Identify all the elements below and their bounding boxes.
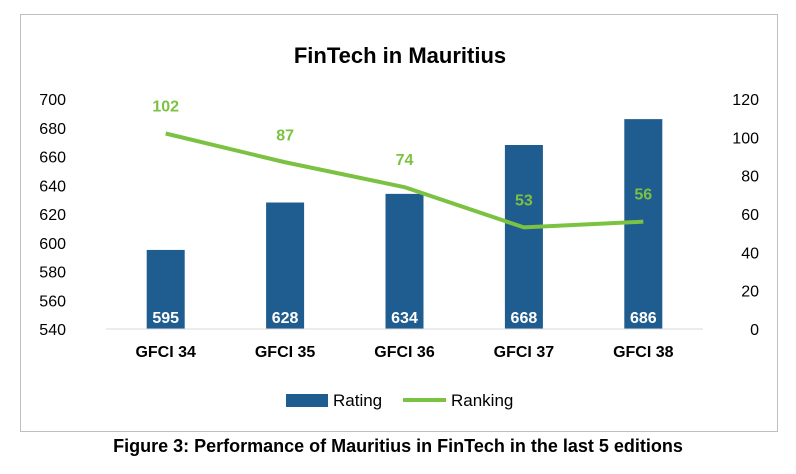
y-left-tick-label: 580: [39, 265, 66, 282]
plot-layer: 540 560 580 600 620 640 660 680 700 0 20 40 60 80 100 1…: [39, 92, 759, 361]
rating-data-label: 668: [511, 310, 538, 327]
ranking-line: [165, 131, 644, 230]
ranking-data-label: 87: [276, 127, 294, 144]
legend-rating-label: Rating: [333, 391, 382, 410]
rating-bar: [146, 249, 185, 329]
y-right-tick-label: 20: [741, 284, 759, 301]
x-category-label: GFCI 36: [374, 344, 435, 361]
x-category-label: GFCI 34: [135, 344, 196, 361]
rating-data-label: 634: [391, 310, 418, 327]
y-left-tick-label: 680: [39, 121, 66, 138]
y-left-tick-label: 560: [39, 293, 66, 310]
ranking-data-label: 53: [515, 192, 533, 209]
y-right-tick-label: 0: [750, 322, 759, 339]
chart-title: FinTech in Mauritius: [294, 43, 506, 68]
rating-data-label: 628: [272, 310, 299, 327]
rating-data-label: 595: [152, 310, 179, 327]
rating-bar: [504, 145, 543, 329]
rating-data-label: 686: [630, 310, 657, 327]
y-left-tick-label: 540: [39, 322, 66, 339]
legend-ranking-label: Ranking: [451, 391, 513, 410]
x-category-label: GFCI 35: [255, 344, 316, 361]
y-left-tick-label: 600: [39, 236, 66, 253]
y-right-tick-label: 80: [741, 169, 759, 186]
rating-bar: [266, 202, 305, 329]
figure-caption: Figure 3: Performance of Mauritius in Fi…: [113, 436, 683, 456]
ranking-data-label: 74: [396, 152, 414, 169]
x-category-label: GFCI 37: [494, 344, 555, 361]
ranking-data-label: 102: [152, 99, 179, 116]
rating-bar: [385, 193, 424, 329]
y-left-tick-label: 660: [39, 150, 66, 167]
legend: Rating Ranking: [286, 391, 513, 410]
y-right-tick-label: 100: [732, 130, 759, 147]
y-left-tick-label: 700: [39, 92, 66, 109]
y-left-tick-label: 640: [39, 178, 66, 195]
y-right-tick-label: 60: [741, 207, 759, 224]
legend-rating-swatch: [286, 394, 328, 407]
y-left-tick-label: 620: [39, 207, 66, 224]
y-right-tick-label: 40: [741, 245, 759, 262]
x-category-label: GFCI 38: [613, 344, 674, 361]
chart-frame: FinTech in Mauritius 540 560 580 600 620 640 6…: [20, 14, 778, 432]
chart-svg: FinTech in Mauritius 5405605806006206406…: [39, 43, 759, 410]
ranking-data-label: 56: [634, 187, 652, 204]
y-right-tick-label: 120: [732, 92, 759, 109]
